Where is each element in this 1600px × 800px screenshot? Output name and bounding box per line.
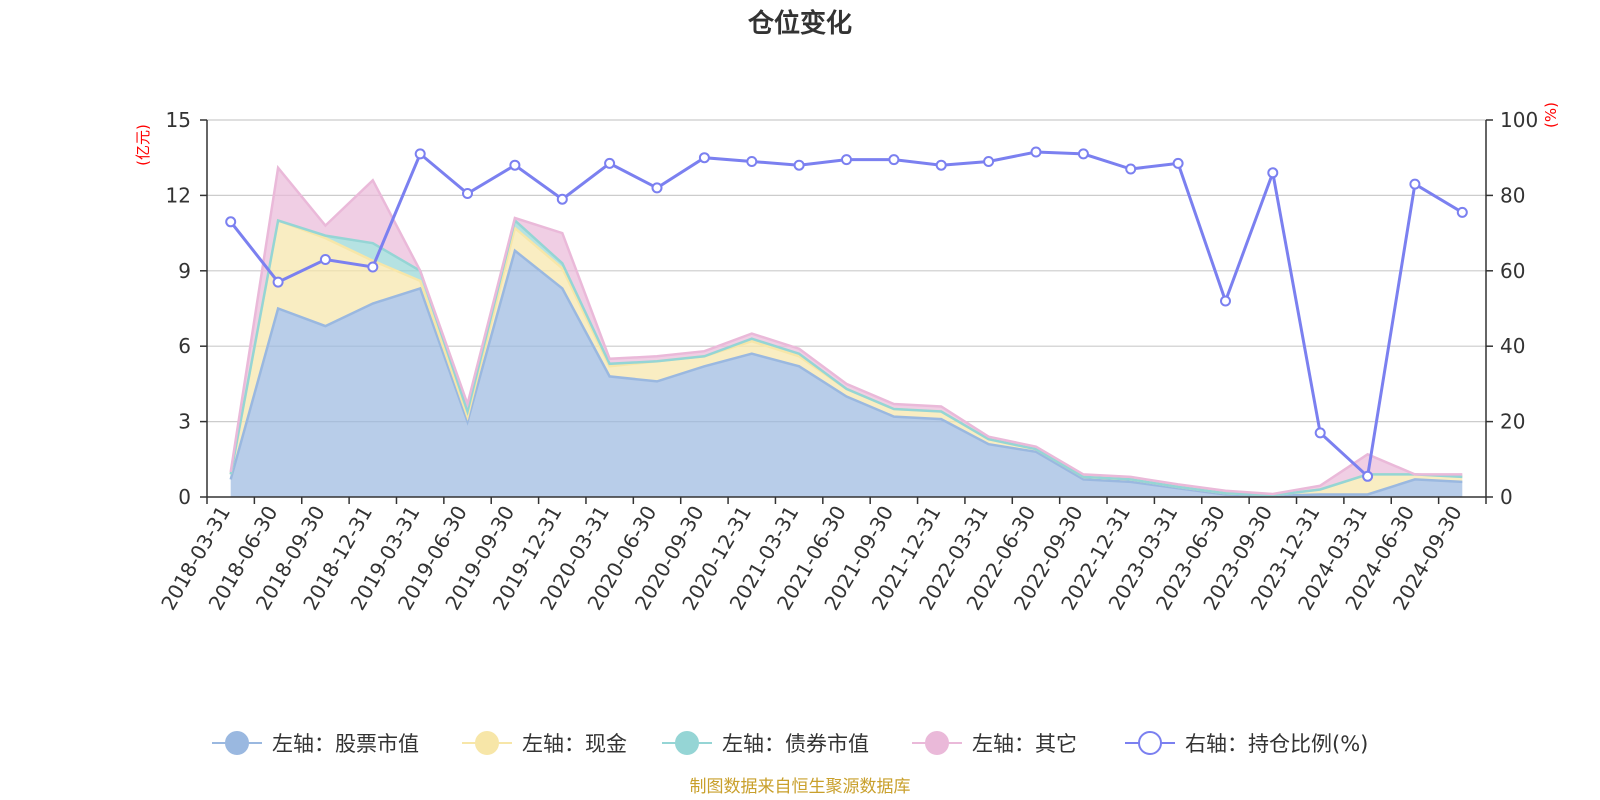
ratio-point — [556, 193, 568, 205]
legend-label: 左轴：现金 — [522, 732, 627, 756]
legend-label: 左轴：其它 — [972, 732, 1077, 756]
right-tick-label: 100 — [1500, 108, 1538, 132]
ratio-point — [793, 159, 805, 171]
area-3 — [230, 220, 1463, 496]
right-axis-ticks: 0 20 40 60 80 100 — [1486, 108, 1538, 509]
stacked-area-outlines — [229, 164, 1463, 497]
legend-item: 左轴：债券市值 — [662, 731, 869, 756]
right-tick-label: 60 — [1500, 259, 1525, 283]
left-axis-unit: (亿元) — [134, 124, 152, 166]
ratio-point — [367, 261, 379, 273]
ratio-point — [1220, 295, 1231, 307]
legend-item: 左轴：现金 — [462, 731, 627, 756]
ratio-point — [225, 216, 237, 228]
ratio-point — [651, 182, 663, 194]
ratio-point — [319, 254, 331, 265]
legend-marker — [475, 731, 499, 755]
area-1 — [230, 250, 1463, 497]
ratio-point — [1409, 178, 1421, 190]
legend-item: 左轴：股票市值 — [212, 731, 419, 756]
legend-marker — [925, 731, 949, 755]
ratio-point — [935, 159, 947, 171]
ratio-point — [1030, 146, 1042, 158]
ratio-point — [272, 276, 284, 288]
ratio-point — [888, 154, 900, 166]
axes — [206, 120, 1487, 498]
data-source-note: 制图数据来自恒生聚源数据库 — [690, 777, 911, 797]
ratio-point — [983, 156, 995, 167]
ratio-point — [1125, 163, 1137, 175]
ratio-point — [746, 156, 758, 167]
ratio-point — [1267, 167, 1279, 179]
left-tick-label: 12 — [166, 183, 191, 207]
legend-marker — [225, 731, 249, 755]
legend: 左轴：股票市值 左轴：现金 左轴：债券市值 左轴：其它 右轴：持仓比例(%) — [212, 731, 1368, 756]
ratio-point — [509, 159, 521, 171]
ratio-point — [841, 154, 852, 166]
ratio-point — [1456, 206, 1468, 218]
ratio-point — [1314, 427, 1326, 439]
area-outline-4 — [229, 164, 1463, 496]
right-axis-unit: (%) — [1542, 102, 1560, 128]
legend-label: 右轴：持仓比例(%) — [1185, 732, 1368, 756]
legend-marker — [1138, 731, 1162, 755]
right-tick-label: 40 — [1500, 334, 1525, 358]
position-ratio-line — [225, 146, 1468, 482]
ratio-point — [1362, 470, 1374, 482]
legend-label: 左轴：股票市值 — [272, 732, 419, 756]
ratio-point — [604, 157, 616, 169]
left-tick-label: 6 — [178, 334, 191, 358]
ratio-point — [1077, 148, 1089, 160]
x-axis-ticks: 2018-03-312018-06-302018-09-302018-12-31… — [156, 497, 1487, 614]
legend-item: 右轴：持仓比例(%) — [1125, 731, 1368, 756]
right-tick-label: 0 — [1500, 485, 1513, 509]
legend-item: 左轴：其它 — [912, 731, 1077, 756]
left-axis-ticks: 0 3 6 9 12 15 — [166, 108, 207, 509]
ratio-point — [462, 188, 473, 199]
ratio-point — [1172, 157, 1184, 169]
chart-title: 仓位变化 — [747, 8, 852, 39]
ratio-point — [698, 152, 710, 164]
right-tick-label: 20 — [1500, 410, 1525, 434]
right-tick-label: 80 — [1500, 183, 1525, 207]
left-tick-label: 0 — [178, 485, 191, 509]
stacked-areas — [230, 167, 1463, 497]
left-tick-label: 3 — [178, 410, 191, 434]
left-tick-label: 9 — [178, 259, 191, 283]
left-tick-label: 15 — [166, 108, 191, 132]
legend-label: 左轴：债券市值 — [722, 732, 869, 756]
legend-marker — [675, 731, 699, 755]
ratio-point — [414, 148, 426, 160]
area-4 — [230, 167, 1463, 496]
